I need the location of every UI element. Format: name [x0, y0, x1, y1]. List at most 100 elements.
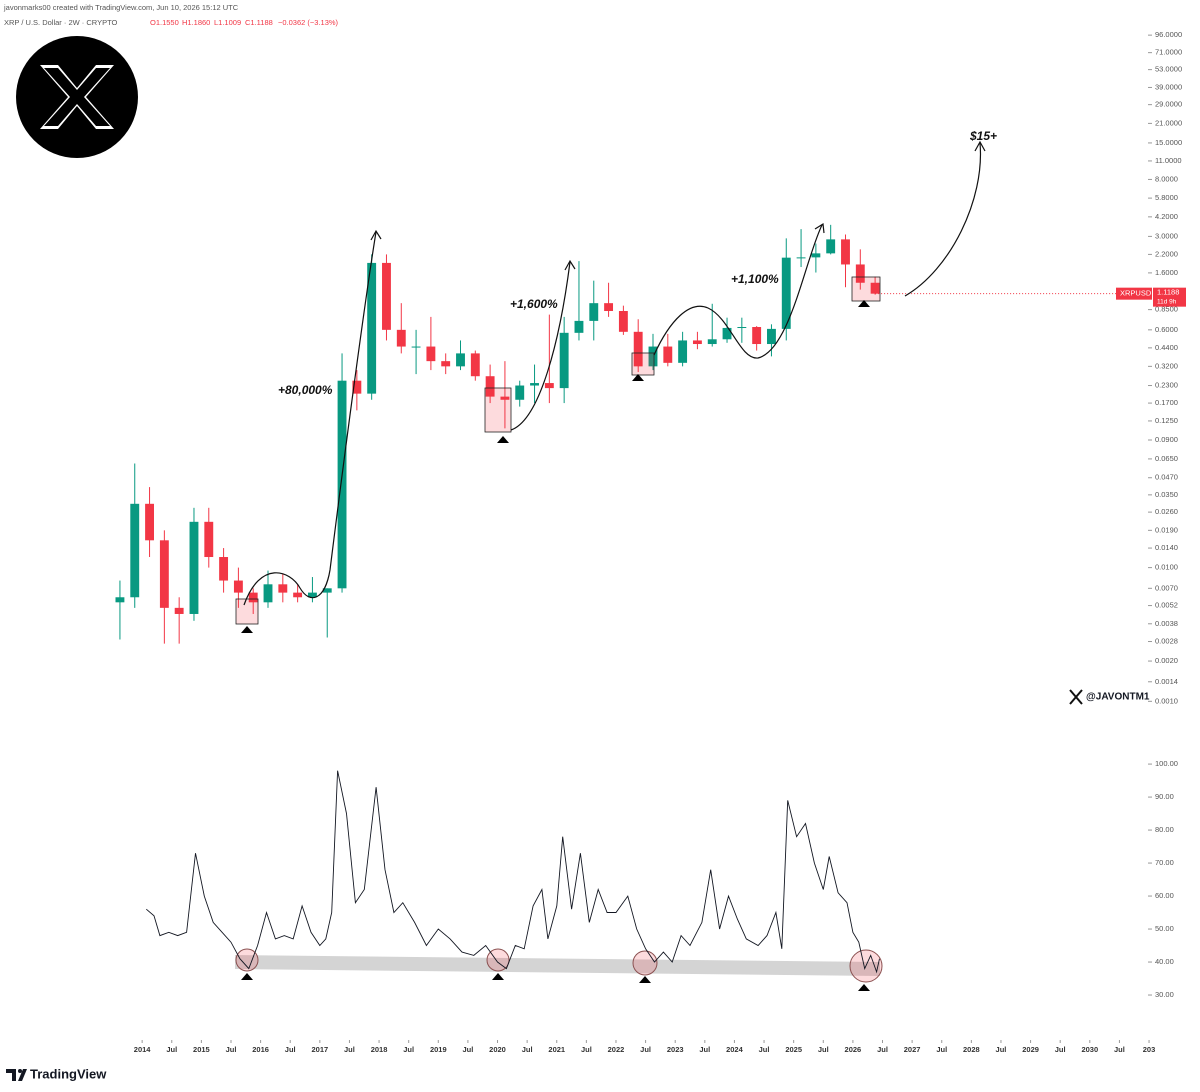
- y-tick-label: 71.0000: [1155, 48, 1182, 57]
- y-tick-label: 0.4400: [1155, 343, 1178, 352]
- x-tick-label: Jul: [877, 1045, 888, 1054]
- candle-body: [855, 264, 865, 283]
- candle-body: [470, 353, 480, 377]
- symbol-tag: [1116, 287, 1152, 300]
- candle-body: [278, 584, 288, 593]
- support-band: [235, 955, 880, 976]
- box: [631, 352, 655, 376]
- y-tick-label: 21.0000: [1155, 118, 1182, 127]
- x-tick-label: Jul: [936, 1045, 947, 1054]
- x-tick-label: 2017: [311, 1045, 328, 1054]
- candle-body: [396, 329, 406, 347]
- y-tick-label: 60.00: [1155, 891, 1174, 900]
- x-tick-label: 2016: [252, 1045, 269, 1054]
- y-tick-label: 2.2000: [1155, 249, 1178, 258]
- change: −0.0362 (−3.13%): [278, 18, 339, 27]
- arrow-head: [974, 140, 986, 152]
- candle-body: [233, 580, 243, 593]
- candle-body: [826, 239, 836, 254]
- x-tick-label: Jul: [818, 1045, 829, 1054]
- y-tick-label: 0.1250: [1155, 416, 1178, 425]
- x-tick-label: Jul: [226, 1045, 237, 1054]
- y-tick-label: 0.0900: [1155, 435, 1178, 444]
- arrow-head: [814, 222, 825, 234]
- y-tick-label: 11.0000: [1155, 156, 1182, 165]
- triangle: [858, 300, 870, 307]
- oscillator-pane: 100.00 90.00 80.00 70.00 60.00 50.00 40.00 30.0…: [134, 759, 1178, 1054]
- x-tick-label: Jul: [344, 1045, 355, 1054]
- candle-body: [722, 327, 732, 340]
- curve-arrow: [653, 224, 823, 359]
- y-tick-label: 0.0070: [1155, 583, 1178, 592]
- x-tick-label: 2021: [548, 1045, 565, 1054]
- oscillator-line: [146, 770, 880, 974]
- y-tick-label: 100.00: [1155, 759, 1178, 768]
- candle-body: [130, 503, 140, 598]
- ohlc-low: L1.1009: [214, 18, 241, 27]
- candle-body: [174, 607, 184, 614]
- x-tick-label: Jul: [1114, 1045, 1125, 1054]
- y-tick-label: 0.0650: [1155, 454, 1178, 463]
- y-tick-label: 40.00: [1155, 957, 1174, 966]
- circle: [632, 950, 658, 976]
- candle-body: [796, 257, 806, 259]
- candle-body: [559, 332, 569, 389]
- x-tick-label: 2024: [726, 1045, 744, 1054]
- candle-body: [145, 503, 154, 541]
- arrow-head: [370, 229, 382, 241]
- y-tick-label: 0.1700: [1155, 398, 1178, 407]
- x-tick-label: 2030: [1081, 1045, 1098, 1054]
- candle-body: [544, 383, 554, 389]
- candle-body: [426, 346, 436, 362]
- x-tick-label: Jul: [166, 1045, 177, 1054]
- y-tick-label: 53.0000: [1155, 65, 1182, 74]
- x-tick-label: 2023: [667, 1045, 684, 1054]
- y-tick-label: 0.0260: [1155, 507, 1178, 516]
- y-tick-label: 0.0350: [1155, 490, 1178, 499]
- candle-body: [456, 353, 465, 367]
- price-tag: [1153, 287, 1186, 307]
- y-tick-label: 0.0100: [1155, 563, 1178, 572]
- candle-body: [189, 521, 199, 614]
- y-tick-label: 5.8000: [1155, 193, 1178, 202]
- y-tick-label: 0.0020: [1155, 656, 1178, 665]
- box: [851, 276, 881, 302]
- x-tick-label: 2026: [845, 1045, 862, 1054]
- y-tick-label: 0.0052: [1155, 601, 1178, 610]
- candle-body: [707, 339, 717, 345]
- y-tick-label: 1.6000: [1155, 268, 1178, 277]
- y-tick-label: 0.3200: [1155, 361, 1178, 370]
- x-tick-label: Jul: [403, 1045, 414, 1054]
- x-tick-label: Jul: [699, 1045, 710, 1054]
- candle-body: [322, 588, 332, 593]
- triangle: [639, 976, 651, 983]
- candle-body: [411, 346, 421, 348]
- candle-body: [604, 303, 614, 312]
- annotation: +1,600%: [510, 297, 558, 311]
- candle-body: [752, 327, 762, 345]
- candle-body: [574, 320, 584, 333]
- annotation: +80,000%: [278, 383, 333, 397]
- candle-body: [648, 346, 658, 367]
- price-pane: 96.0000 71.0000 53.0000 39.0000 29.0000 21.00…: [115, 30, 1186, 705]
- candle-body: [367, 262, 377, 394]
- y-tick-label: 80.00: [1155, 825, 1174, 834]
- y-tick-label: 4.2000: [1155, 212, 1178, 221]
- y-tick-label: 0.2300: [1155, 381, 1178, 390]
- annotation: +1,100%: [731, 272, 779, 286]
- symbol: XRP / U.S. Dollar · 2W · CRYPTO: [4, 18, 118, 27]
- triangle: [241, 626, 253, 633]
- x-tick-label: Jul: [996, 1045, 1007, 1054]
- x-tick-label: 2022: [608, 1045, 625, 1054]
- box: [484, 387, 512, 433]
- x-tick-label: Jul: [285, 1045, 296, 1054]
- candle-body: [589, 303, 599, 321]
- triangle: [632, 374, 644, 381]
- y-tick-label: 90.00: [1155, 792, 1174, 801]
- y-tick-label: 8.0000: [1155, 174, 1178, 183]
- x-tick-label: 2020: [489, 1045, 506, 1054]
- y-tick-label: 0.0140: [1155, 543, 1178, 552]
- curve-arrow: [243, 231, 377, 606]
- candle-body: [692, 340, 702, 345]
